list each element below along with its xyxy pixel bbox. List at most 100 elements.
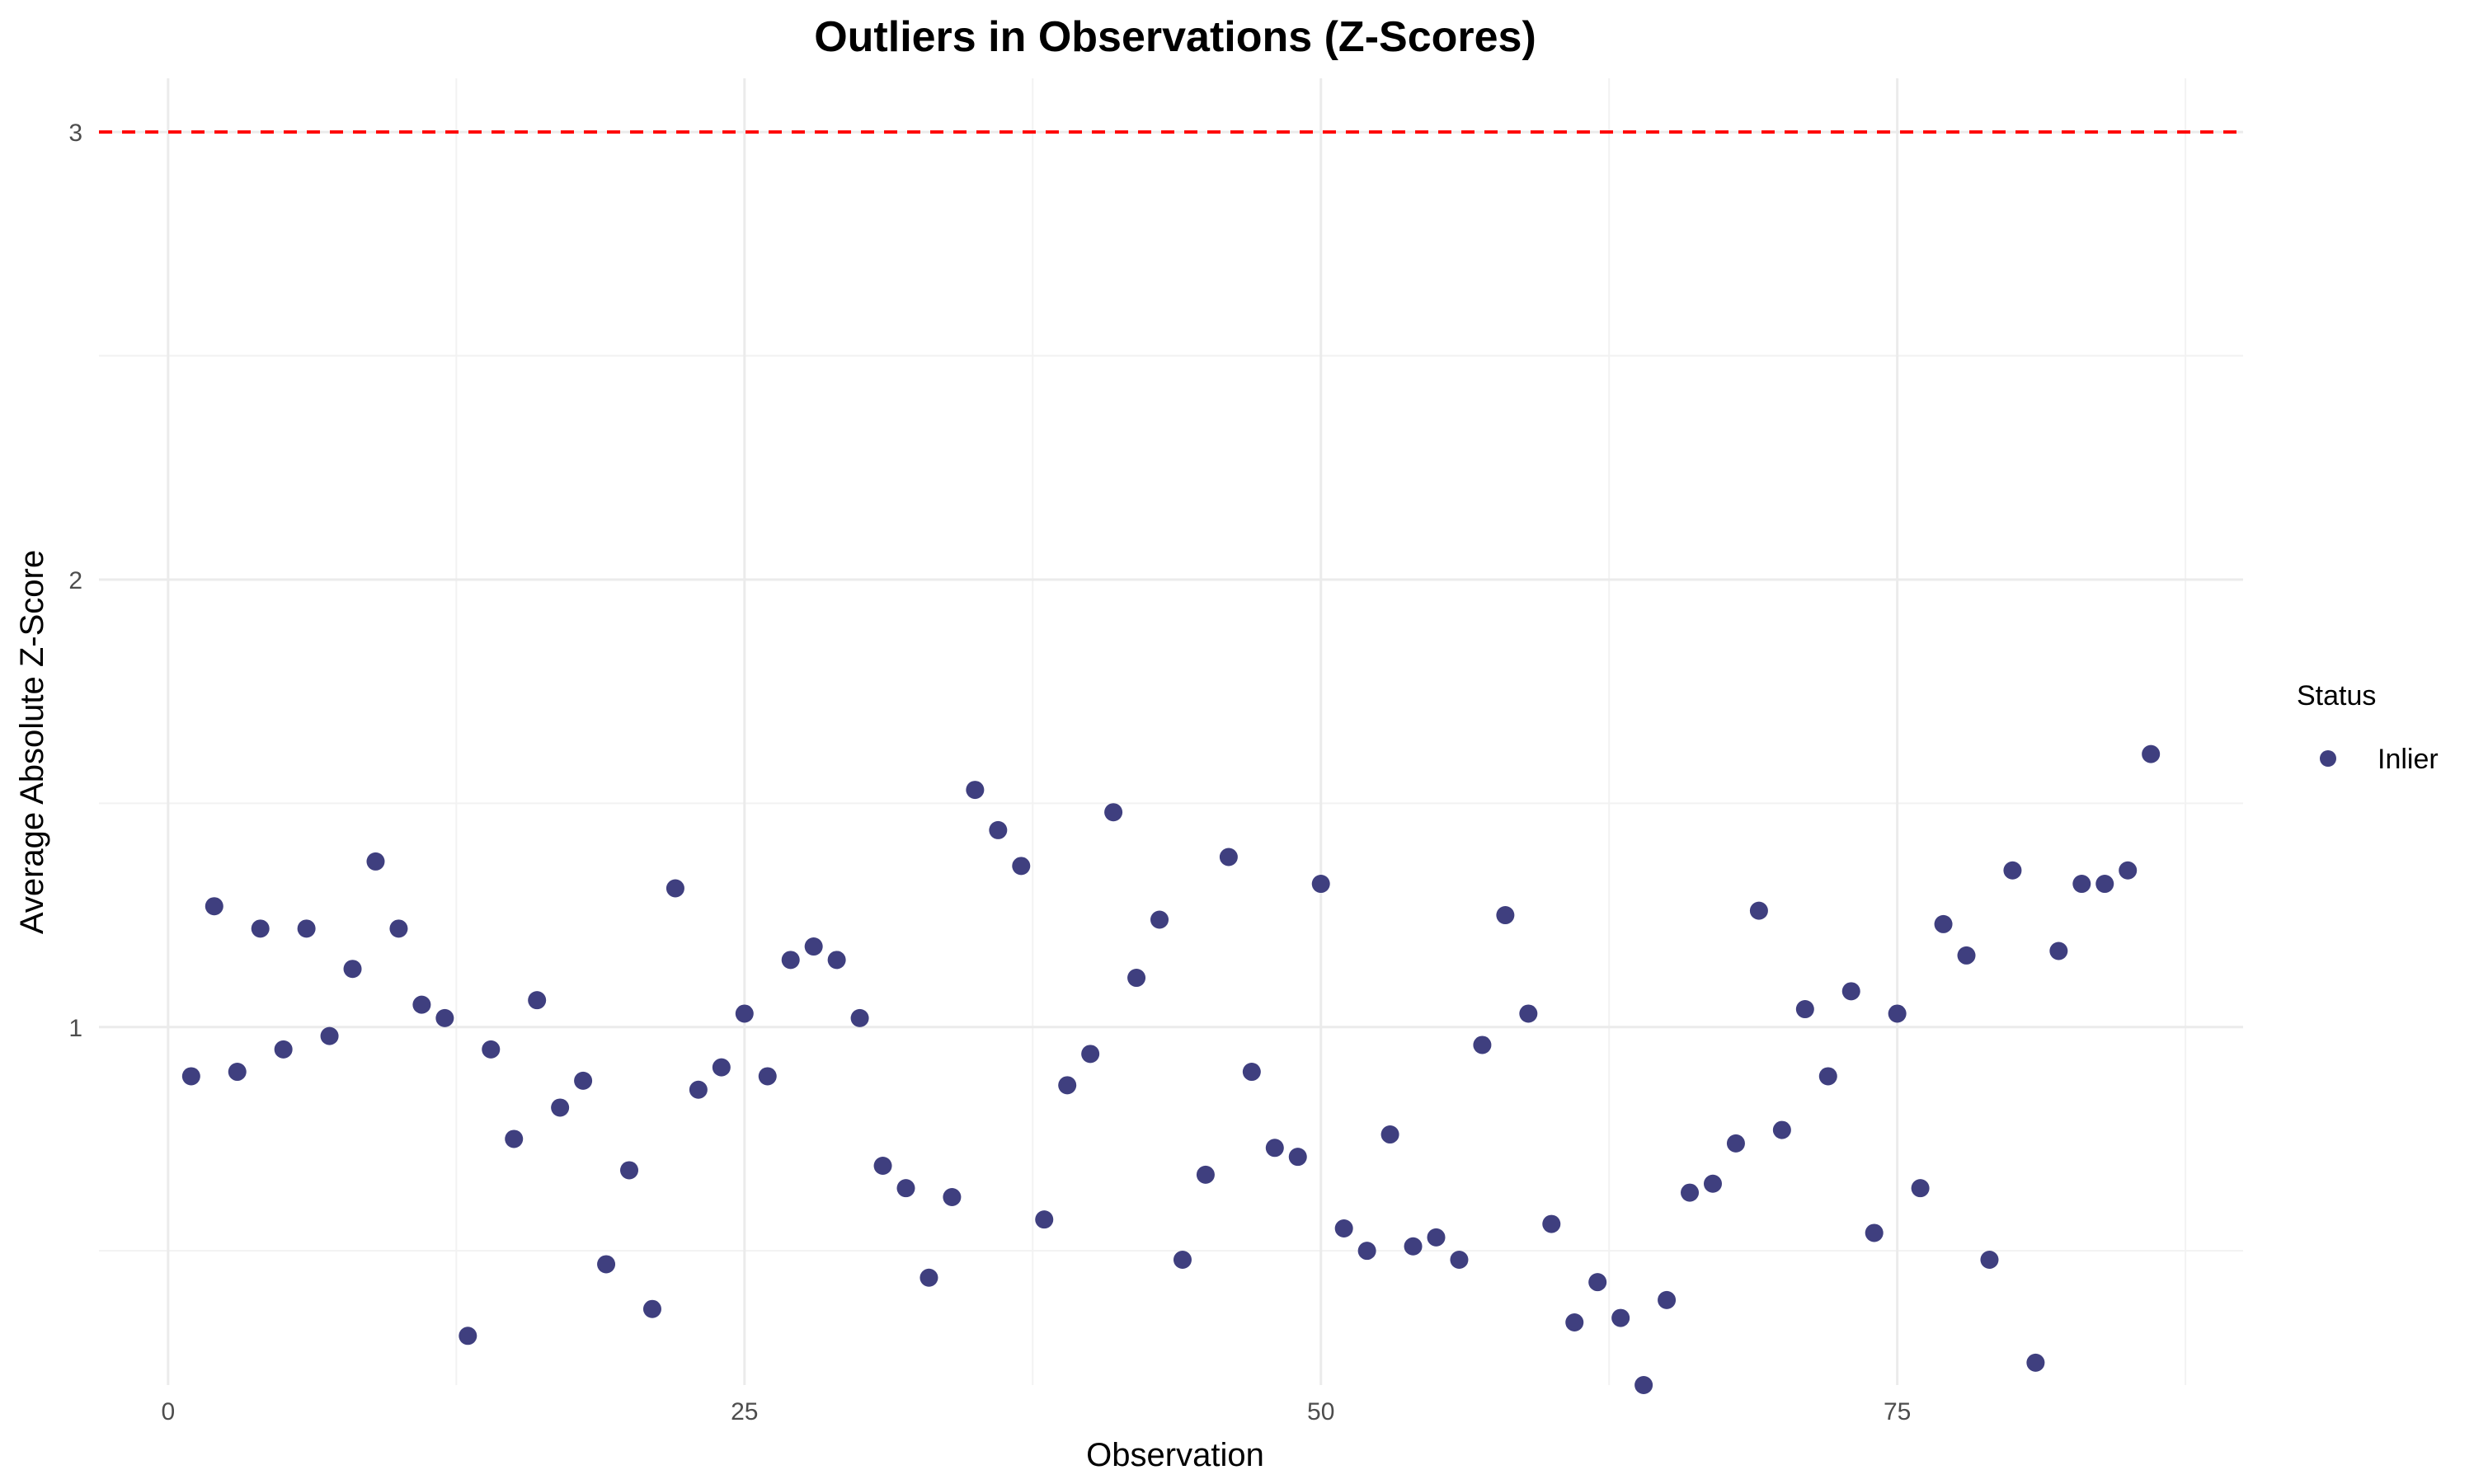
data-point — [1012, 857, 1031, 876]
data-point — [2095, 875, 2114, 894]
data-point — [943, 1188, 962, 1207]
x-tick-label: 25 — [731, 1398, 758, 1425]
data-point — [435, 1008, 454, 1027]
data-point — [1818, 1067, 1837, 1086]
data-point — [1219, 848, 1238, 866]
data-point — [505, 1129, 524, 1148]
data-point — [989, 820, 1008, 839]
data-point — [1658, 1290, 1677, 1309]
data-point — [758, 1067, 777, 1086]
data-point — [1127, 969, 1146, 988]
data-point — [620, 1161, 639, 1180]
data-point — [274, 1040, 293, 1059]
data-point — [1357, 1242, 1376, 1261]
data-point — [1865, 1223, 1884, 1242]
data-point — [297, 919, 316, 938]
data-point — [574, 1071, 593, 1090]
data-point — [551, 1098, 570, 1117]
data-point — [1565, 1313, 1584, 1332]
data-point — [320, 1026, 339, 1045]
data-point — [1841, 982, 1860, 1001]
x-tick-label: 0 — [162, 1398, 176, 1425]
data-point — [1934, 914, 1953, 933]
x-tick-label: 50 — [1307, 1398, 1334, 1425]
data-point — [804, 937, 823, 956]
data-point — [1588, 1273, 1607, 1292]
data-point — [1772, 1120, 1791, 1139]
data-point — [873, 1157, 892, 1176]
data-point — [482, 1040, 501, 1059]
data-point — [1911, 1179, 1930, 1198]
data-point — [1519, 1004, 1538, 1023]
data-point — [735, 1004, 754, 1023]
data-point — [1334, 1219, 1353, 1238]
data-point — [642, 1299, 661, 1318]
data-point — [1404, 1237, 1423, 1256]
data-point — [459, 1327, 477, 1345]
data-point — [1749, 901, 1768, 920]
x-axis-title: Observation — [1086, 1437, 1264, 1473]
data-point — [1542, 1214, 1561, 1233]
data-point — [1058, 1076, 1077, 1095]
data-point — [228, 1063, 247, 1082]
legend: Status Inlier — [2297, 680, 2439, 775]
data-point — [966, 781, 985, 800]
data-point — [366, 852, 385, 871]
data-point — [251, 919, 270, 938]
data-point — [2072, 875, 2091, 894]
x-tick-label: 75 — [1884, 1398, 1911, 1425]
legend-key-inlier — [2320, 750, 2336, 767]
data-point — [2049, 942, 2068, 960]
data-point — [1242, 1063, 1261, 1082]
data-point — [1980, 1251, 1999, 1270]
data-point — [1380, 1125, 1399, 1144]
data-point — [2142, 744, 2161, 763]
data-point — [1265, 1139, 1284, 1158]
data-point — [412, 995, 431, 1014]
chart-title: Outliers in Observations (Z-Scores) — [814, 13, 1536, 61]
data-point — [827, 951, 846, 970]
data-point — [1681, 1183, 1700, 1202]
y-axis-title: Average Absolute Z-Score — [14, 550, 50, 934]
data-point — [850, 1008, 869, 1027]
data-points — [181, 744, 2161, 1394]
data-point — [2119, 861, 2138, 880]
data-point — [1703, 1174, 1722, 1193]
data-point — [1795, 1000, 1814, 1019]
data-point — [1957, 946, 1976, 965]
data-point — [2003, 861, 2022, 880]
data-point — [528, 991, 547, 1010]
data-point — [1888, 1004, 1907, 1023]
data-point — [920, 1268, 938, 1287]
data-point — [896, 1179, 915, 1198]
data-point — [1450, 1251, 1469, 1270]
tick-labels: 0 25 50 75 1 2 3 — [68, 120, 1911, 1425]
data-point — [343, 960, 362, 979]
data-point — [1611, 1308, 1630, 1327]
legend-label-inlier: Inlier — [2378, 744, 2439, 775]
data-point — [205, 897, 223, 916]
data-point — [1634, 1376, 1653, 1394]
data-point — [689, 1080, 708, 1099]
data-point — [389, 919, 408, 938]
data-point — [1104, 803, 1123, 822]
data-point — [1173, 1251, 1192, 1270]
data-point — [1288, 1148, 1307, 1167]
y-tick-label: 2 — [68, 567, 82, 594]
data-point — [781, 951, 800, 970]
data-point — [712, 1058, 731, 1077]
y-tick-label: 3 — [68, 120, 82, 147]
data-point — [1726, 1134, 1745, 1153]
data-point — [1150, 910, 1169, 929]
data-point — [1081, 1045, 1100, 1064]
data-point — [1311, 875, 1330, 894]
legend-title: Status — [2297, 680, 2376, 711]
data-point — [1035, 1210, 1054, 1229]
y-tick-label: 1 — [68, 1015, 82, 1042]
data-point — [1196, 1165, 1215, 1184]
data-point — [2026, 1353, 2045, 1372]
data-point — [1427, 1228, 1446, 1247]
data-point — [666, 879, 684, 898]
data-point — [1473, 1036, 1492, 1054]
